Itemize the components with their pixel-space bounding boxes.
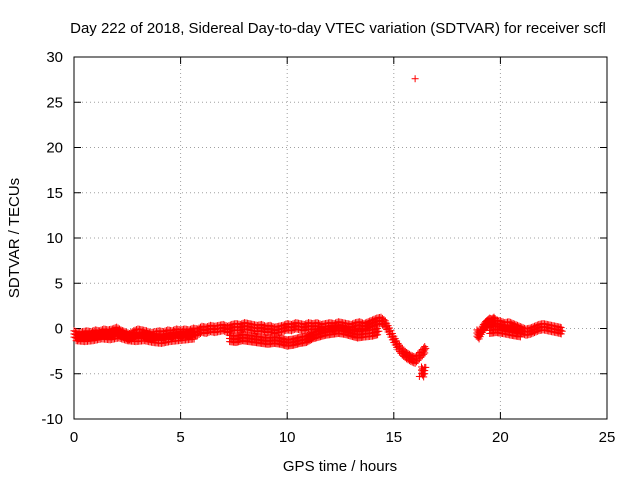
y-tick-label: 30: [46, 49, 63, 66]
data-point: [160, 331, 168, 339]
data-point: [417, 353, 425, 361]
data-point: [100, 328, 108, 336]
data-point: [79, 331, 87, 339]
data-point: [134, 328, 142, 336]
data-point: [421, 343, 429, 351]
data-point: [374, 331, 382, 339]
data-point: [405, 350, 413, 358]
x-tick-label: 20: [492, 429, 509, 446]
data-point: [421, 349, 429, 357]
x-tick-label: 25: [599, 429, 616, 446]
data-point: [147, 332, 155, 340]
x-tick-label: 5: [176, 429, 184, 446]
axis-ticks: [73, 56, 608, 420]
data-point: [516, 333, 524, 341]
y-tick-label: 0: [55, 321, 63, 338]
data-point: [190, 335, 198, 343]
data-point: [138, 329, 146, 337]
data-point: [70, 330, 78, 338]
y-tick-labels: -10 -5 0 5 10 15 20 25 30: [41, 49, 63, 428]
y-tick-label: 5: [55, 275, 63, 292]
y-tick-label: -5: [50, 366, 63, 383]
y-tick-label: -10: [41, 411, 63, 428]
data-point: [142, 330, 150, 338]
data-point: [113, 326, 121, 334]
data-point: [155, 330, 163, 338]
grid-lines: [74, 57, 607, 419]
data-point: [413, 358, 421, 366]
x-tick-labels: 0 5 10 15 20 25: [70, 429, 616, 446]
data-points: [70, 75, 566, 381]
data-point: [164, 329, 172, 337]
x-tick-label: 15: [385, 429, 402, 446]
data-point: [151, 331, 159, 339]
data-point: [130, 330, 138, 338]
data-point: [83, 330, 91, 338]
y-tick-label: 20: [46, 140, 63, 157]
x-tick-label: 10: [279, 429, 296, 446]
data-point: [108, 328, 116, 336]
y-tick-label: 10: [46, 230, 63, 247]
y-tick-label: 15: [46, 185, 63, 202]
y-tick-label: 25: [46, 94, 63, 111]
data-point: [395, 341, 403, 349]
data-point: [104, 329, 112, 337]
data-point: [380, 316, 388, 324]
x-tick-label: 0: [70, 429, 78, 446]
data-point: [91, 329, 99, 337]
